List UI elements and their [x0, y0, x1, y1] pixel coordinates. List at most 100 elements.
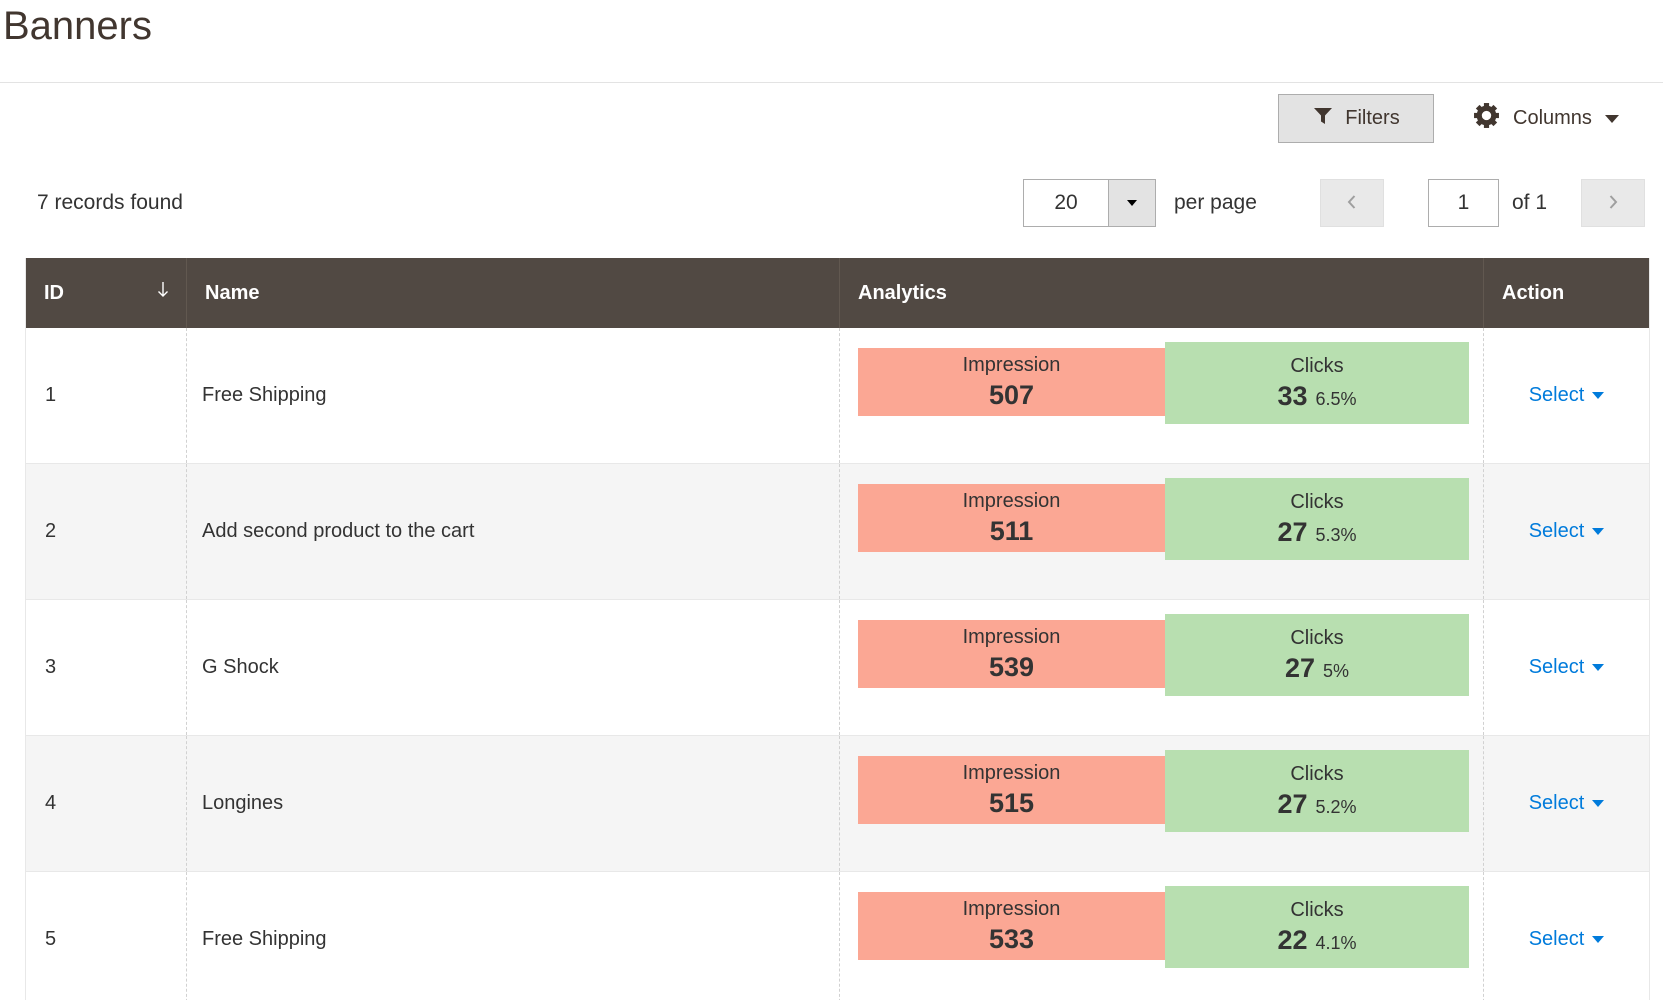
- grid-body: 1 Free Shipping Impression 507 Clicks 33…: [26, 328, 1649, 1000]
- columns-control-label: Columns: [1513, 107, 1592, 129]
- caret-down-icon: [1592, 936, 1605, 943]
- row-name-cell: Longines: [186, 736, 839, 871]
- filters-button[interactable]: Filters: [1278, 94, 1434, 143]
- caret-down-icon: [1592, 800, 1605, 807]
- row-action-cell: Select: [1483, 464, 1649, 599]
- select-action-label: Select: [1528, 928, 1585, 950]
- select-action-link[interactable]: Select: [1529, 928, 1605, 951]
- page-size-caret-icon: [1108, 180, 1155, 226]
- select-action-label: Select: [1528, 656, 1585, 678]
- row-name-cell: G Shock: [186, 600, 839, 735]
- table-row-3: 3 G Shock Impression 539 Clicks 27 5%: [26, 600, 1649, 736]
- clicks-value: 27: [1284, 652, 1316, 683]
- impression-badge: Impression 507: [858, 348, 1165, 416]
- clicks-label: Clicks: [1290, 490, 1344, 513]
- page-title: Banners: [3, 4, 152, 48]
- sort-arrow-down-icon: [156, 280, 170, 306]
- caret-down-icon: [1592, 392, 1605, 399]
- clicks-label: Clicks: [1290, 354, 1344, 377]
- column-header-analytics-label: Analytics: [858, 281, 947, 304]
- ctr-value: 5%: [1323, 660, 1350, 681]
- column-header-action-label: Action: [1502, 281, 1565, 304]
- impression-badge: Impression 533: [858, 892, 1165, 960]
- row-id-cell: 5: [45, 928, 57, 950]
- current-page-input[interactable]: [1428, 179, 1499, 227]
- row-id-cell: 1: [45, 384, 57, 406]
- row-id-cell: 4: [45, 792, 57, 814]
- total-pages-label: of 1: [1512, 191, 1548, 214]
- table-row-1: 1 Free Shipping Impression 507 Clicks 33…: [26, 328, 1649, 464]
- filters-button-label: Filters: [1345, 107, 1400, 129]
- gear-icon: [1473, 102, 1500, 135]
- impression-badge: Impression 515: [858, 756, 1165, 824]
- clicks-value: 22: [1277, 924, 1308, 955]
- row-analytics-cell: Impression 515 Clicks 27 5.2%: [839, 736, 1483, 871]
- clicks-badge: Clicks 22 4.1%: [1165, 886, 1469, 968]
- row-name-cell: Free Shipping: [186, 872, 839, 1000]
- clicks-label: Clicks: [1290, 762, 1344, 785]
- select-action-link[interactable]: Select: [1529, 792, 1605, 815]
- caret-down-icon: [1592, 664, 1605, 671]
- impression-badge: Impression 511: [858, 484, 1165, 552]
- clicks-value: 27: [1277, 516, 1308, 547]
- select-action-link[interactable]: Select: [1529, 384, 1605, 407]
- next-page-button[interactable]: [1581, 179, 1645, 227]
- chevron-right-icon: [1605, 193, 1621, 214]
- row-name-cell: Free Shipping: [186, 328, 839, 463]
- row-analytics-cell: Impression 507 Clicks 33 6.5%: [839, 328, 1483, 463]
- ctr-value: 5.3%: [1315, 524, 1357, 545]
- records-found-text: 7 records found: [37, 191, 183, 214]
- banners-grid: ID Name Analytics Action 1 Free Shipping: [25, 258, 1650, 1000]
- column-header-name-label: Name: [205, 281, 260, 304]
- clicks-value: 27: [1277, 788, 1308, 819]
- columns-control[interactable]: Columns: [1473, 94, 1619, 143]
- select-action-link[interactable]: Select: [1529, 656, 1605, 679]
- table-row-2: 2 Add second product to the cart Impress…: [26, 464, 1649, 600]
- column-header-id[interactable]: ID: [26, 258, 186, 328]
- chevron-left-icon: [1344, 193, 1360, 214]
- row-action-cell: Select: [1483, 600, 1649, 735]
- impression-badge: Impression 539: [858, 620, 1165, 688]
- row-action-cell: Select: [1483, 872, 1649, 1000]
- impression-value: 539: [988, 651, 1035, 682]
- per-page-label: per page: [1174, 191, 1257, 214]
- header-divider: [0, 82, 1663, 83]
- impression-label: Impression: [962, 353, 1061, 376]
- ctr-value: 6.5%: [1315, 388, 1357, 409]
- row-analytics-cell: Impression 539 Clicks 27 5%: [839, 600, 1483, 735]
- table-row-4: 4 Longines Impression 515 Clicks 27 5.2%: [26, 736, 1649, 872]
- select-action-label: Select: [1528, 384, 1585, 406]
- impression-value: 507: [988, 379, 1035, 410]
- impression-label: Impression: [962, 625, 1061, 648]
- row-action-cell: Select: [1483, 328, 1649, 463]
- impression-label: Impression: [962, 761, 1061, 784]
- clicks-badge: Clicks 33 6.5%: [1165, 342, 1469, 424]
- funnel-icon: [1312, 105, 1334, 133]
- caret-down-icon: [1592, 528, 1605, 535]
- clicks-badge: Clicks 27 5%: [1165, 614, 1469, 696]
- clicks-value: 33: [1277, 380, 1308, 411]
- row-action-cell: Select: [1483, 736, 1649, 871]
- row-id-cell: 3: [45, 656, 57, 678]
- column-header-name[interactable]: Name: [186, 258, 839, 328]
- select-action-label: Select: [1528, 520, 1585, 542]
- ctr-value: 5.2%: [1315, 796, 1357, 817]
- select-action-link[interactable]: Select: [1529, 520, 1605, 543]
- impression-value: 533: [988, 923, 1035, 954]
- clicks-badge: Clicks 27 5.3%: [1165, 478, 1469, 560]
- prev-page-button[interactable]: [1320, 179, 1384, 227]
- select-action-label: Select: [1528, 792, 1585, 814]
- clicks-label: Clicks: [1290, 626, 1344, 649]
- row-name-cell: Add second product to the cart: [186, 464, 839, 599]
- impression-value: 515: [988, 787, 1035, 818]
- caret-down-icon: [1604, 114, 1619, 123]
- clicks-label: Clicks: [1290, 898, 1344, 921]
- row-id-cell: 2: [45, 520, 57, 542]
- page-size-select[interactable]: 20: [1023, 179, 1156, 227]
- clicks-badge: Clicks 27 5.2%: [1165, 750, 1469, 832]
- column-header-id-label: ID: [44, 281, 64, 304]
- column-header-analytics[interactable]: Analytics: [839, 258, 1483, 328]
- page-size-value: 20: [1054, 191, 1078, 214]
- table-row-5: 5 Free Shipping Impression 533 Clicks 22…: [26, 872, 1649, 1000]
